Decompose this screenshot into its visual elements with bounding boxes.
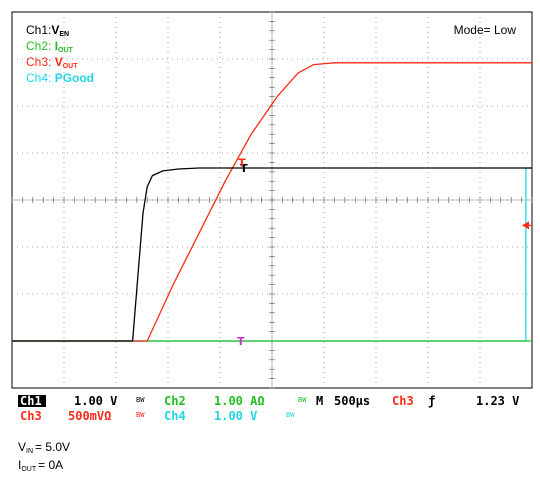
channel-badge: [18, 395, 46, 407]
trigger-level-arrow: [522, 221, 529, 230]
status-text: 1.00 AΩ: [214, 394, 265, 408]
status-text: 500µs: [334, 394, 370, 408]
bandwidth-limit-mark: BW: [286, 411, 295, 419]
bandwidth-limit-mark: BW: [298, 396, 307, 404]
trigger-marker: T: [240, 162, 248, 175]
status-text: 500mVΩ: [68, 409, 111, 423]
condition-vin-value: = 5.0V: [35, 440, 71, 454]
trace-ch1: [12, 167, 532, 342]
status-text: Ch3: [392, 394, 414, 408]
bandwidth-limit-mark: BW: [136, 396, 145, 404]
status-text: Ch1: [20, 394, 42, 408]
status-text: Ch4: [164, 409, 186, 423]
legend-entry: Ch1:VEN: [26, 23, 69, 38]
mode-label: Mode= Low: [454, 23, 517, 37]
condition-iout-value: = 0A: [38, 458, 64, 472]
legend-subscript: EN: [59, 31, 69, 38]
condition-iout-symbol: I: [18, 458, 22, 472]
condition-iout-subscript: OUT: [21, 466, 37, 473]
trace-ch3: [12, 62, 532, 342]
condition-vin: VIN = 5.0V: [18, 440, 70, 455]
status-text: Ch2: [164, 394, 186, 408]
trigger-marker: T: [237, 335, 245, 348]
legend-prefix: Ch1:: [26, 23, 51, 37]
legend-prefix: Ch4:: [26, 71, 55, 85]
trigger-marker: T: [238, 156, 246, 169]
status-text: Ch3: [20, 409, 42, 423]
legend-entry: Ch2: IOUT: [26, 39, 74, 54]
bandwidth-limit-mark: BW: [136, 411, 145, 419]
status-text: 1.00 V: [74, 394, 117, 408]
legend-prefix: Ch2:: [26, 39, 55, 53]
condition-vin-symbol: V: [18, 440, 27, 454]
legend-signal: V: [51, 23, 59, 37]
status-text: M: [316, 394, 323, 408]
condition-vin-subscript: IN: [26, 448, 34, 455]
legend-entry: Ch4: PGood: [26, 71, 94, 85]
condition-iout: IOUT = 0A: [18, 458, 63, 473]
legend-subscript: OUT: [58, 47, 74, 54]
legend-subscript: OUT: [63, 63, 79, 70]
legend-signal: V: [55, 55, 63, 69]
legend-signal: I: [55, 39, 58, 53]
status-text: 1.00 V: [214, 409, 257, 423]
legend-signal: PGood: [55, 71, 94, 85]
status-text: ƒ: [428, 394, 435, 408]
legend-prefix: Ch3:: [26, 55, 55, 69]
legend-entry: Ch3: VOUT: [26, 55, 78, 70]
status-text: 1.23 V: [476, 394, 519, 408]
